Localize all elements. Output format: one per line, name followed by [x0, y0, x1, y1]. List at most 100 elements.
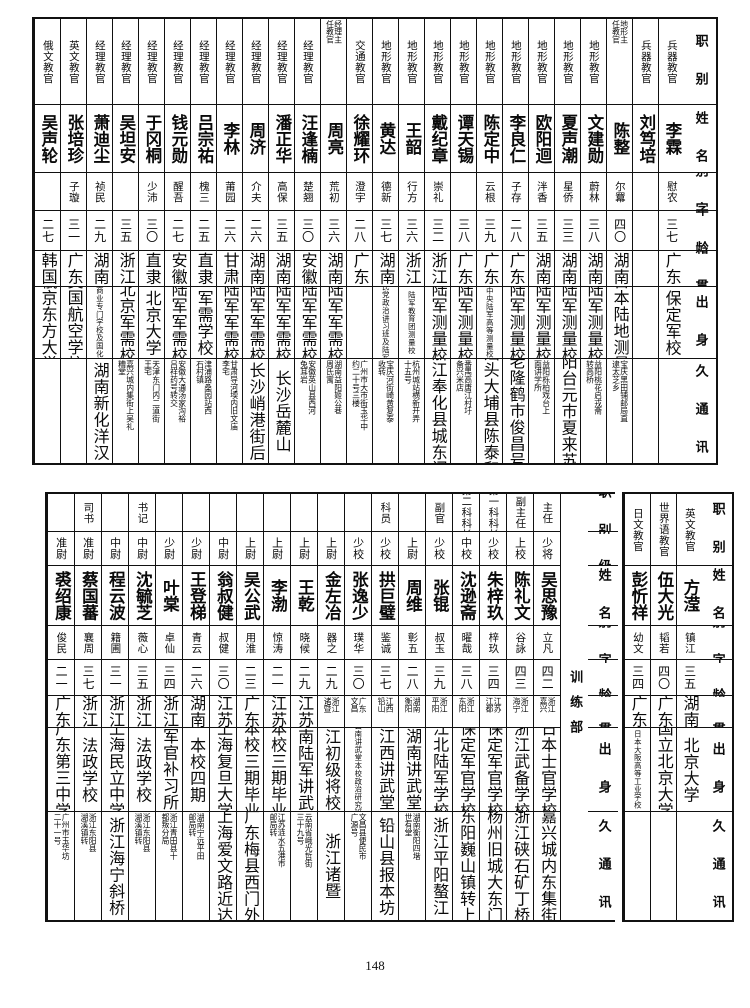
- row-label-education: 出 身: [684, 287, 716, 359]
- cell-address: [61, 359, 86, 463]
- person-column: 地形主 任教官 陈整 尔羃 四〇 湖南 日本陆地测量 宝庆黑田铺邮局直 逮太芝乡: [606, 19, 632, 463]
- address-lines: 杭州城站横新开弄 十五号: [403, 360, 421, 423]
- cell-rank: 少将: [534, 532, 560, 566]
- cell-address: [633, 359, 658, 463]
- cell-alias: 立凡: [534, 626, 560, 660]
- cell-education: 山东公立商业专门学校及国化邮政大学: [87, 287, 112, 359]
- cell-age: 二三: [237, 660, 263, 696]
- cell-name: 张逸少: [345, 566, 371, 626]
- cell-age: 四三: [507, 660, 533, 696]
- cell-address: 湖南宁远平田 邮局转: [183, 812, 209, 920]
- cell-name: 汪逢楠: [295, 105, 320, 173]
- cell-job: [264, 494, 290, 532]
- cell-education: 本校三期毕业: [264, 728, 290, 812]
- cell-job: 经理教官: [191, 19, 216, 105]
- cell-name: 陈整: [607, 105, 632, 173]
- cell-education: 军官补习所: [156, 728, 182, 812]
- cell-job: 经理教官: [217, 19, 242, 105]
- cell-rank: 少校: [345, 532, 371, 566]
- cell-rank: 少尉: [156, 532, 182, 566]
- cell-age: 二九: [87, 211, 112, 251]
- cell-name: 萧迪尘: [87, 105, 112, 173]
- cell-job: 司书: [75, 494, 101, 532]
- address-lines: 安徽大通汤家沟裕 吕祥药号转交: [169, 360, 187, 423]
- cell-education: 江北陆军学校: [426, 728, 452, 812]
- cell-education: 广东第三中学: [48, 728, 74, 812]
- cell-address: 长沙峭港街后: [246, 361, 266, 461]
- cell-age: 三八: [453, 660, 479, 696]
- cell-origin: 江苏: [291, 696, 317, 728]
- cell-origin: 湖南: [607, 251, 632, 287]
- cell-job: 地形教官: [373, 19, 398, 105]
- row-label-alias: 别 字: [702, 626, 732, 660]
- cell-address: 衡阳台元巿夏来苏堂: [558, 359, 578, 463]
- upper-roster-table: 俄文教官 吴声轮 二七 韩国 俄京东方大学 英文教官 张培珍 子璇 三一 广东 美国航空学校 经理教官…: [32, 17, 718, 465]
- cell-education: 法政学校: [129, 728, 155, 812]
- cell-job: 经理教官: [87, 19, 112, 105]
- cell-job: 地形教官: [503, 19, 528, 105]
- row-label-address: 永 久 通 讯 处: [709, 812, 725, 920]
- cell-education: 中国国民党政治讲习班及陆军测量校: [373, 287, 398, 359]
- cell-origin: 湖南: [243, 251, 268, 287]
- cell-name: 徐耀环: [347, 105, 372, 173]
- row-label-address: 永 久 通 讯 处: [692, 359, 708, 463]
- cell-age: 三〇: [295, 211, 320, 251]
- cell-job: 主任: [534, 494, 560, 532]
- cell-education: 陆军测量校: [503, 287, 528, 359]
- cell-name: 戴纪章: [425, 105, 450, 173]
- cell-origin: 湖南: [677, 696, 702, 728]
- cell-origin: 湖南: [87, 251, 112, 287]
- cell-job: 科员: [372, 494, 398, 532]
- cell-origin: 江苏: [264, 696, 290, 728]
- cell-origin: 浙江: [399, 251, 424, 287]
- cell-education: 保定军官学校: [453, 728, 479, 812]
- cell-job: 地形教官: [425, 19, 450, 105]
- person-column: 地形教官 王韶 行方 三六 浙江 陆军教育团测量校 杭州城站横新开弄 十五号: [398, 19, 424, 463]
- cell-alias: 云根: [477, 173, 502, 211]
- cell-name: 文建勋: [581, 105, 606, 173]
- cell-origin: 直隶: [191, 251, 216, 287]
- cell-name: 吕宗祐: [191, 105, 216, 173]
- cell-origin: 浙江 东阳: [453, 696, 479, 728]
- page-number: 148: [365, 958, 385, 973]
- language-instructors-table: 日文教官 彭忻祥 幼文 三四 广东 日本大阪高等工业学校 世界语教官 伍大光 韬若 四〇 广东 国立北…: [622, 492, 734, 922]
- person-column: 经理教官 李林 莆园 二六 甘肃 陆军军需校 甘肃导河堧内旧文庙 李宅: [216, 19, 242, 463]
- cell-education: 俄京东方大学: [35, 287, 60, 359]
- cell-address: 宝庆河街崎黄复泰 收转: [373, 359, 398, 463]
- cell-job: 经理教官: [295, 19, 320, 105]
- cell-origin: 江苏 江都: [480, 696, 506, 728]
- cell-address: [659, 359, 684, 463]
- person-column: 地形教官 李良仁 子存 二八 广东 陆军测量校 老隆鹤巿俊昌号: [502, 19, 528, 463]
- cell-rank: 少尉: [183, 532, 209, 566]
- cell-origin: 湖南: [183, 696, 209, 728]
- address-lines: 湖南益阳姬公巷 周氏寓: [325, 360, 343, 415]
- cell-age: 三五: [677, 660, 702, 696]
- person-column: 副主任 上校 陈礼文 谷詠 四三 浙江 海宁 浙江武备学校 浙江硖石矿丁桥: [506, 494, 533, 920]
- cell-address: 甘肃导河堧内旧文庙 李宅: [217, 359, 242, 463]
- cell-alias: 镇江: [677, 626, 702, 660]
- person-column: 地形教官 谭天锡 三八 广东 陆军测量校 番禺高唐江村圩 备兴米店: [450, 19, 476, 463]
- cell-name: 朱梓玖: [480, 566, 506, 626]
- cell-address: 汕头大埔县陈泰和: [480, 359, 500, 463]
- person-column: 地形教官 夏声潮 星侨 三三 湖南 陆军测量校 衡阳台元巿夏来苏堂: [554, 19, 580, 463]
- cell-name: 周亮: [321, 105, 346, 173]
- cell-address: 津浦路桑园站西 石村镇: [191, 359, 216, 463]
- cell-name: 吴声轮: [35, 105, 60, 173]
- cell-education: 陆军军需校: [295, 287, 320, 359]
- cell-age: 二九: [291, 660, 317, 696]
- cell-alias: 星侨: [555, 173, 580, 211]
- cell-origin: 浙江: [156, 696, 182, 728]
- cell-job: [48, 494, 74, 532]
- cell-education: 国立北京大学: [651, 728, 676, 812]
- row-label-name: 姓 名: [588, 566, 618, 626]
- cell-education: 北京大学: [139, 287, 164, 359]
- cell-address: 嘉兴城内集街上吴礼 糟堂: [113, 359, 138, 463]
- job-lines: 地形主 任教官: [611, 20, 629, 44]
- cell-age: 三五: [269, 211, 294, 251]
- person-column: 中尉 程云波 籍圃 三一 浙江 上海民立中学 浙江海宁斜桥: [101, 494, 128, 920]
- address-lines: 安徽英山县西河 兔耳岩: [299, 360, 317, 415]
- cell-name: 陈礼文: [507, 566, 533, 626]
- cell-alias: 介夫: [243, 173, 268, 211]
- cell-education: 本校三期毕业: [237, 728, 263, 812]
- person-column: 经理教官 周济 介夫 二六 湖南 陆军军需校 长沙峭港街后: [242, 19, 268, 463]
